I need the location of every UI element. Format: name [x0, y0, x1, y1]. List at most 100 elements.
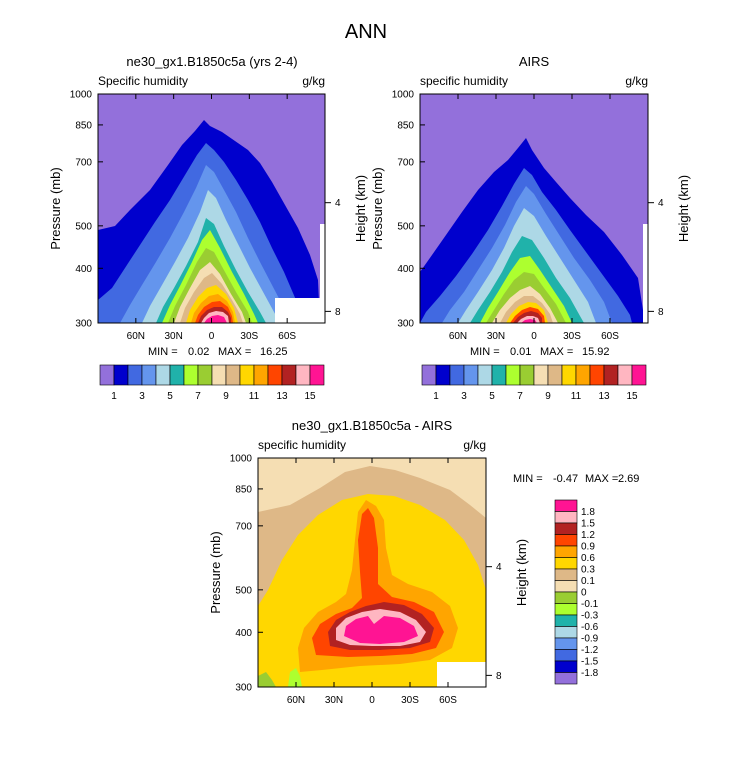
colorbar-box: [554, 626, 578, 639]
panel-obs-right-label: g/kg: [625, 74, 648, 88]
colorbar-label: 15: [304, 391, 316, 402]
colorbar-box: [127, 364, 143, 386]
colorbar-box: [554, 580, 578, 593]
panel-model-min-label: MIN =: [148, 346, 178, 358]
panel-model-field: [98, 94, 325, 323]
colorbar-box: [281, 364, 297, 386]
main-title: ANN: [345, 21, 387, 43]
colorbar-label: -0.1: [581, 599, 599, 610]
colorbar-box: [554, 534, 578, 547]
colorbar-box: [547, 364, 563, 386]
colorbar-box: [211, 364, 227, 386]
colorbar-label: 1: [433, 391, 439, 402]
colorbar-box: [421, 364, 437, 386]
y-tick-label: 850: [75, 120, 92, 131]
panel-obs-min-value: 0.01: [510, 346, 531, 358]
missing-data-region: [437, 662, 486, 687]
colorbar-label: 0.6: [581, 553, 595, 564]
colorbar-box: [554, 649, 578, 662]
x-tick-label: 60S: [601, 331, 619, 342]
colorbar-label: 3: [461, 391, 467, 402]
colorbar-box: [239, 364, 255, 386]
panel-obs-colorbar: 1 3 5 7 9 11 13 15: [421, 364, 647, 402]
y-axis-label: Pressure (mb): [208, 531, 223, 613]
colorbar-box: [554, 557, 578, 570]
colorbar-box: [554, 614, 578, 627]
colorbar-box: [554, 499, 578, 512]
panel-diff: ne30_gx1.B1850c5a - AIRS specific humidi…: [208, 418, 639, 706]
x-tick-label: 60N: [127, 331, 145, 342]
colorbar-box: [99, 364, 115, 386]
colorbar-box: [554, 603, 578, 616]
y-axis-label: Pressure (mb): [370, 167, 385, 249]
panel-obs-max-label: MAX =: [540, 346, 573, 358]
height-tick-label: 8: [496, 671, 502, 682]
panel-model-right-label: g/kg: [302, 74, 325, 88]
panel-model-min-value: 0.02: [188, 346, 209, 358]
colorbar-box: [169, 364, 185, 386]
panel-model-max-value: 16.25: [260, 346, 288, 358]
panel-obs-left-label: specific humidity: [420, 74, 508, 88]
y-tick-label: 500: [397, 221, 414, 232]
colorbar-label: 0.1: [581, 576, 595, 587]
y-tick-label: 400: [235, 628, 252, 639]
colorbar-label: 13: [598, 391, 610, 402]
colorbar-label: 1.2: [581, 530, 595, 541]
colorbar-box: [477, 364, 493, 386]
panel-diff-field: [258, 458, 486, 687]
colorbar-box: [225, 364, 241, 386]
colorbar-box: [554, 591, 578, 604]
colorbar-box: [575, 364, 591, 386]
contour-level-9: [288, 668, 302, 687]
colorbar-box: [295, 364, 311, 386]
height-tick-label: 8: [335, 307, 341, 318]
colorbar-label: 0: [581, 588, 587, 599]
colorbar-label: 5: [167, 391, 173, 402]
colorbar-label: 11: [249, 391, 260, 402]
y-tick-label: 850: [397, 120, 414, 131]
colorbar-box: [554, 672, 578, 685]
panel-model-axes: 60N 30N 0 30S 60S 300 400 500 700 850 1000 8 4 Pressu…: [48, 90, 368, 343]
y-tick-label: 1000: [230, 454, 253, 465]
colorbar-label: 3: [139, 391, 145, 402]
y-tick-label: 400: [75, 264, 92, 275]
y-tick-label: 700: [235, 521, 252, 532]
y-tick-label: 700: [397, 157, 414, 168]
panel-diff-axes: 60N 30N 0 30S 60S 300 400 500 700 850 1000 8 4 Pressu…: [208, 454, 529, 707]
colorbar-box: [197, 364, 213, 386]
colorbar-box: [435, 364, 451, 386]
colorbar-box: [617, 364, 633, 386]
missing-data-region: [643, 224, 648, 323]
height-axis-label: Height (km): [353, 175, 368, 242]
panel-obs-field: [420, 94, 648, 323]
panel-model: ne30_gx1.B1850c5a (yrs 2-4) Specific hum…: [48, 54, 368, 402]
colorbar-label: 7: [195, 391, 201, 402]
colorbar-box: [463, 364, 479, 386]
x-tick-label: 60S: [439, 695, 457, 706]
colorbar-label: -0.6: [581, 622, 599, 633]
y-tick-label: 300: [235, 683, 252, 694]
contour-level-7: [344, 616, 418, 644]
contour-level-15: [204, 315, 227, 323]
x-tick-label: 30S: [401, 695, 419, 706]
colorbar-label: 11: [571, 391, 582, 402]
height-axis-label: Height (km): [676, 175, 691, 242]
colorbar-label: -0.3: [581, 611, 599, 622]
colorbar-label: 15: [626, 391, 638, 402]
x-tick-label: 30N: [164, 331, 182, 342]
x-tick-label: 60N: [449, 331, 467, 342]
panel-model-left-label: Specific humidity: [98, 74, 188, 88]
panel-model-title: ne30_gx1.B1850c5a (yrs 2-4): [126, 54, 297, 69]
panel-diff-colorbar: 1.81.51.20.90.60.30.10-0.1-0.3-0.6-0.9-1…: [554, 499, 599, 685]
colorbar-box: [183, 364, 199, 386]
colorbar-label: 1: [111, 391, 117, 402]
panel-diff-min-label: MIN =: [513, 473, 543, 485]
colorbar-label: -0.9: [581, 634, 599, 645]
x-tick-label: 30S: [240, 331, 258, 342]
colorbar-box: [554, 568, 578, 581]
colorbar-box: [554, 660, 578, 673]
y-tick-label: 1000: [70, 90, 93, 101]
colorbar-box: [155, 364, 171, 386]
colorbar-label: -1.8: [581, 668, 599, 679]
x-tick-label: 0: [369, 695, 375, 706]
